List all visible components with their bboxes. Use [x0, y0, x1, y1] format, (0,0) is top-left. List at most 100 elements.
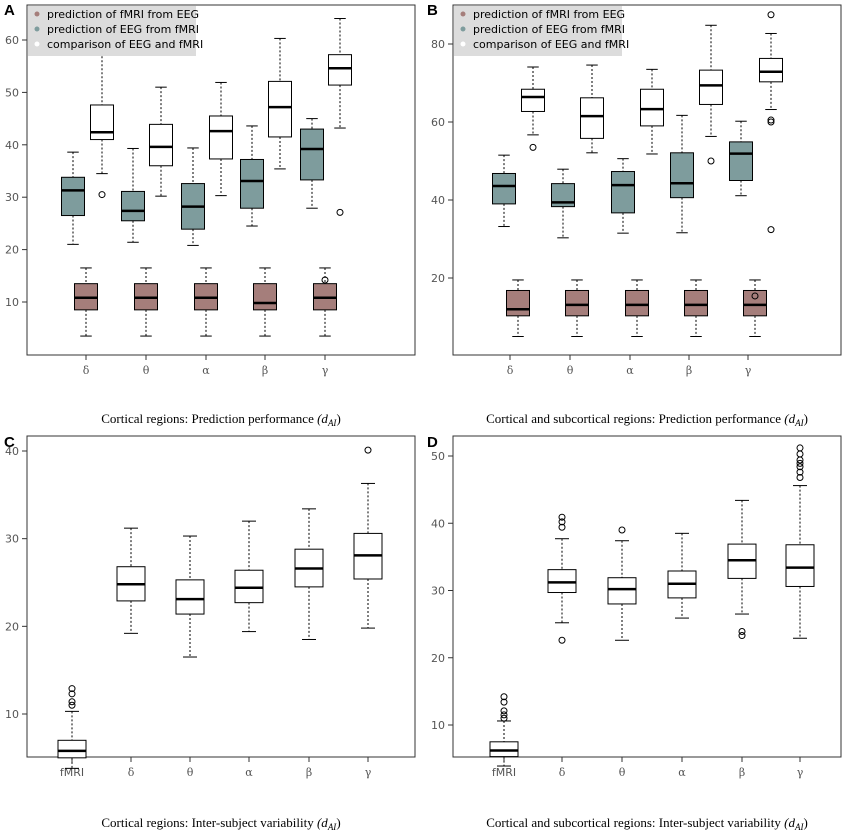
x-tick-label: fMRI: [60, 766, 84, 779]
legend: prediction of fMRI from EEG prediction of…: [454, 6, 629, 56]
box-comparison-of-eeg-and-fmri: [90, 23, 114, 199]
y-tick-label: 10: [5, 296, 19, 309]
outlier-point: [529, 143, 537, 151]
legend-swatch: [34, 26, 40, 32]
box-iqr: [175, 579, 205, 615]
outlier-point: [796, 468, 804, 476]
y-tick-label: 20: [431, 272, 445, 285]
box-inter-subject-variability: [353, 446, 383, 629]
box-comparison-of-eeg-and-fmri: [209, 81, 233, 197]
box-prediction-of-fmri-from-eeg: [743, 279, 767, 337]
box-prediction-of-eeg-from-fmri: [492, 154, 516, 228]
box-inter-subject-variability: [667, 532, 697, 619]
panel-B: B 20 40 60 80 δ θ α β γ prediction of fMRI from EE…: [427, 2, 842, 428]
outlier-point: [751, 292, 759, 300]
y-tick-label: 10: [431, 719, 445, 732]
box-iqr: [300, 128, 324, 181]
outlier-point: [767, 226, 775, 234]
outlier-point: [500, 707, 508, 715]
outlier-point: [98, 191, 106, 199]
box-inter-subject-variability: [116, 527, 146, 634]
y-tick-label: 40: [431, 517, 445, 530]
x-tick-label: γ: [365, 766, 372, 779]
outlier-point: [336, 208, 344, 216]
outlier-point: [767, 11, 775, 19]
box-iqr: [121, 190, 145, 222]
outlier-point: [767, 118, 775, 126]
box-iqr: [90, 104, 114, 141]
outlier-point: [796, 444, 804, 452]
box-prediction-of-eeg-from-fmri: [181, 147, 205, 246]
x-tick-label: α: [245, 766, 253, 779]
box-iqr: [521, 88, 545, 112]
box-iqr: [743, 289, 767, 317]
box-iqr: [580, 97, 604, 139]
y-tick-label: 60: [5, 34, 19, 47]
box-comparison-of-eeg-and-fmri: [521, 66, 545, 151]
x-tick-label: δ: [559, 766, 566, 779]
outlier-point: [738, 628, 746, 636]
plot-frame: [452, 435, 842, 758]
box-inter-subject-variability: [607, 526, 637, 641]
legend-swatch: [460, 41, 466, 47]
legend-entry: prediction of fMRI from EEG: [473, 8, 625, 21]
box-comparison-of-eeg-and-fmri: [759, 11, 783, 234]
x-tick-label: θ: [619, 766, 626, 779]
outlier-point: [500, 693, 508, 701]
x-tick-label: γ: [797, 766, 804, 779]
outlier-point: [558, 523, 566, 531]
box-inter-subject-variability: [547, 513, 577, 644]
box-iqr: [729, 141, 753, 181]
x-tick-label: θ: [187, 766, 194, 779]
box-prediction-of-fmri-from-eeg: [194, 267, 218, 337]
x-tick-label: γ: [322, 364, 329, 377]
legend-box: [28, 6, 196, 56]
box-iqr: [611, 171, 635, 214]
box-comparison-of-eeg-and-fmri: [580, 64, 604, 154]
box-comparison-of-eeg-and-fmri: [328, 18, 352, 216]
outlier-point: [500, 714, 508, 722]
x-tick-label: δ: [83, 364, 90, 377]
legend-entry: prediction of EEG from fMRI: [473, 23, 625, 36]
box-comparison-of-eeg-and-fmri: [699, 24, 723, 165]
y-tick-label: 40: [431, 194, 445, 207]
box-iqr: [149, 123, 173, 167]
box-prediction-of-fmri-from-eeg: [313, 267, 337, 337]
x-axis-label: Cortical and subcortical regions: Inter-…: [486, 815, 808, 832]
box-iqr: [625, 289, 649, 317]
box-inter-subject-variability: [175, 535, 205, 658]
x-tick-label: β: [739, 766, 745, 779]
panel-D: D 10 20 30 40 50 fMRI δ θ α β γ Cortical and subcort…: [427, 434, 842, 832]
box-iqr: [61, 176, 85, 217]
box-iqr: [492, 172, 516, 205]
outlier-point: [68, 698, 76, 706]
x-tick-label: β: [262, 364, 268, 377]
x-tick-label: θ: [143, 364, 150, 377]
box-prediction-of-eeg-from-fmri: [61, 151, 85, 245]
plot-frame: [26, 435, 416, 758]
box-iqr: [565, 289, 589, 317]
legend-swatch: [460, 11, 466, 17]
x-tick-label: δ: [507, 364, 514, 377]
y-tick-label: 30: [5, 533, 19, 546]
plot-frame: [452, 4, 842, 356]
legend-swatch: [460, 26, 466, 32]
y-tick-label: 40: [5, 445, 19, 458]
x-tick-label: β: [686, 364, 692, 377]
box-inter-subject-variability: [294, 508, 324, 640]
outlier-point: [796, 459, 804, 467]
box-iqr: [506, 289, 530, 317]
outlier-point: [68, 690, 76, 698]
outlier-point: [321, 276, 329, 284]
panel-letter: B: [427, 2, 438, 19]
y-tick-label: 60: [431, 116, 445, 129]
legend-box: [454, 6, 622, 56]
y-tick-label: 30: [5, 191, 19, 204]
box-comparison-of-eeg-and-fmri: [149, 86, 173, 197]
legend-entry: prediction of EEG from fMRI: [47, 23, 199, 36]
legend-swatch: [34, 11, 40, 17]
box-inter-subject-variability: [489, 693, 519, 767]
box-inter-subject-variability: [785, 444, 815, 639]
y-tick-label: 10: [5, 708, 19, 721]
